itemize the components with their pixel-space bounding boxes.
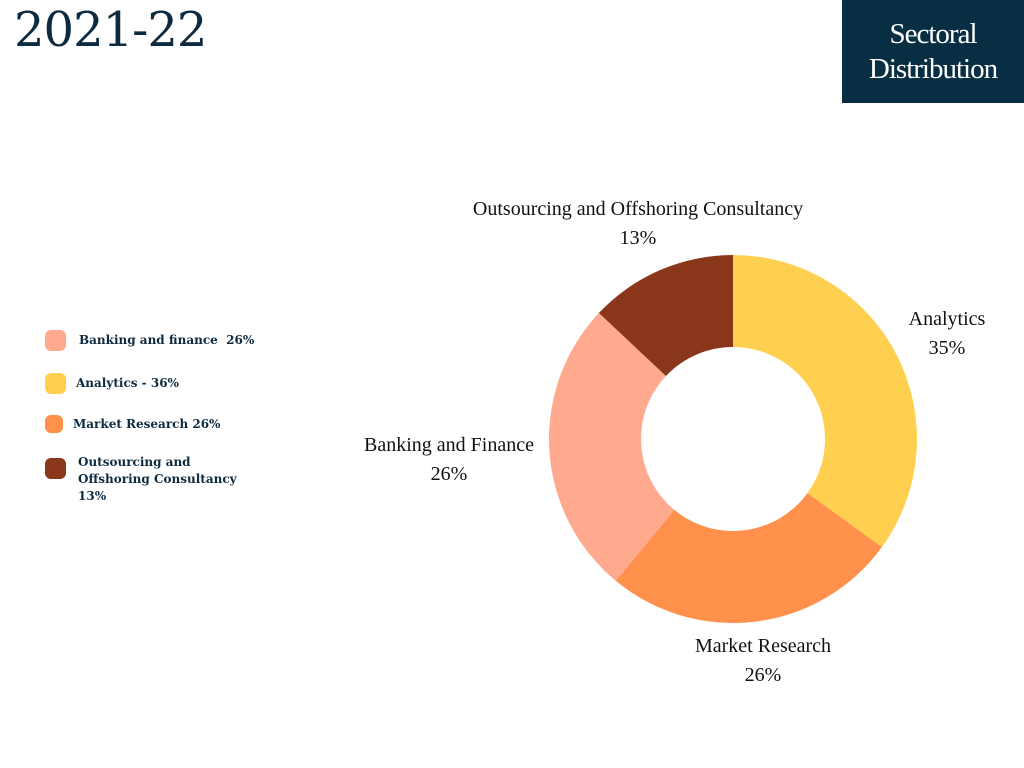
slice-value-label: 26% (431, 463, 468, 485)
slice-value-label: 35% (929, 337, 966, 359)
title-banner: Sectoral Distribution (842, 0, 1024, 103)
donut-slice-banking-and-finance (549, 313, 675, 581)
page-title: Sectoral Distribution (868, 17, 998, 85)
donut-slice-analytics (733, 255, 918, 548)
legend-swatch-market (45, 415, 63, 433)
slice-value-label: 13% (620, 227, 657, 249)
legend-item: Banking and finance 26% (45, 330, 254, 351)
slice-value-label: 26% (745, 664, 782, 686)
slice-label: Outsourcing and Offshoring Consultancy (473, 198, 803, 220)
legend-swatch-outsourcing (45, 458, 66, 479)
slice-label: Market Research (695, 635, 831, 657)
legend-label: Banking and finance 26% (79, 333, 255, 347)
legend-swatch-banking (45, 330, 66, 351)
donut-slice-market-research (615, 493, 882, 623)
legend-swatch-analytics (45, 373, 66, 394)
legend-label: Analytics - 36% (76, 376, 179, 390)
year-heading: 2021-22 (14, 2, 207, 58)
legend-label: Outsourcing and Offshoring Consultancy 1… (78, 455, 241, 503)
legend-item: Analytics - 36% (45, 373, 179, 394)
slice-label: Banking and Finance (364, 434, 534, 456)
slice-label: Analytics (909, 308, 986, 330)
legend-item: Market Research 26% (45, 415, 220, 433)
legend-label: Market Research 26% (73, 417, 221, 431)
legend-item: Outsourcing and Offshoring Consultancy 1… (45, 454, 258, 505)
donut-slice-outsourcing-and-offshoring-consultancy (598, 255, 733, 377)
